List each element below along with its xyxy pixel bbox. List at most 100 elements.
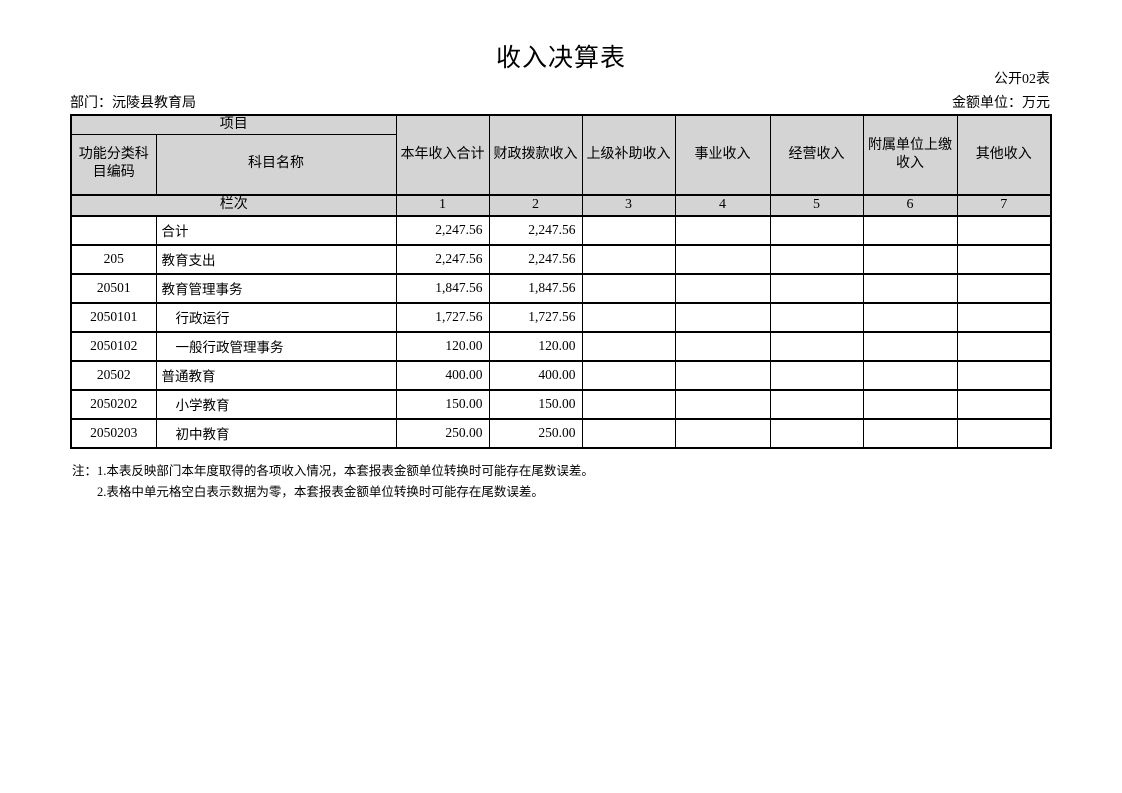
column-number: 1	[395, 193, 490, 217]
table-row: 合计 2,247.56 2,247.56	[70, 214, 1052, 246]
cell-amount: 2,247.56	[395, 214, 490, 246]
cell-amount: 1,727.56	[395, 301, 490, 333]
cell-amount: 120.00	[395, 330, 490, 362]
column-number: 4	[674, 193, 771, 217]
cell-amount	[674, 243, 771, 275]
cell-amount	[862, 301, 958, 333]
cell-amount	[862, 214, 958, 246]
cell-amount	[581, 301, 676, 333]
column-number: 7	[956, 193, 1052, 217]
footnotes: 注：1.本表反映部门本年度取得的各项收入情况，本套报表金额单位转换时可能存在尾数…	[72, 461, 1052, 503]
cell-amount	[956, 301, 1052, 333]
code-column-header: 功能分类科目编码	[70, 134, 157, 196]
value-column-header: 事业收入	[674, 114, 771, 196]
cell-amount	[956, 272, 1052, 304]
cell-amount: 400.00	[488, 359, 583, 391]
cell-amount	[674, 301, 771, 333]
value-column-header: 本年收入合计	[395, 114, 490, 196]
value-column-header: 经营收入	[769, 114, 864, 196]
income-table: 项目 本年收入合计 财政拨款收入 上级补助收入 事业收入 经营收入 附属单位上缴…	[70, 114, 1052, 449]
note-line: 2.表格中单元格空白表示数据为零，本套报表金额单位转换时可能存在尾数误差。	[97, 485, 544, 499]
table-row: 20501 教育管理事务 1,847.56 1,847.56	[70, 272, 1052, 304]
cell-function-code: 2050102	[70, 330, 157, 362]
value-column-header: 其他收入	[956, 114, 1052, 196]
cell-amount: 150.00	[488, 388, 583, 420]
cell-amount: 150.00	[395, 388, 490, 420]
cell-function-code: 2050202	[70, 388, 157, 420]
cell-subject-name: 普通教育	[155, 359, 397, 391]
table-row: 2050202 小学教育 150.00 150.00	[70, 388, 1052, 420]
cell-amount	[769, 330, 864, 362]
cell-function-code: 205	[70, 243, 157, 275]
cell-amount	[862, 359, 958, 391]
cell-amount	[956, 214, 1052, 246]
cell-function-code: 2050203	[70, 417, 157, 449]
cell-amount	[581, 417, 676, 449]
cell-subject-name: 行政运行	[155, 301, 397, 333]
cell-function-code: 20501	[70, 272, 157, 304]
cell-amount	[862, 330, 958, 362]
cell-amount	[769, 301, 864, 333]
name-column-header: 科目名称	[155, 134, 397, 196]
cell-subject-name: 教育支出	[155, 243, 397, 275]
column-number: 5	[769, 193, 864, 217]
column-number: 2	[488, 193, 583, 217]
value-column-header: 上级补助收入	[581, 114, 676, 196]
cell-amount	[674, 330, 771, 362]
cell-amount: 250.00	[395, 417, 490, 449]
cell-amount	[674, 214, 771, 246]
cell-amount	[581, 330, 676, 362]
table-row: 2050203 初中教育 250.00 250.00	[70, 417, 1052, 449]
project-header: 项目	[70, 114, 397, 136]
cell-amount: 250.00	[488, 417, 583, 449]
cell-amount	[769, 214, 864, 246]
cell-amount	[862, 417, 958, 449]
note-line: 注：1.本表反映部门本年度取得的各项收入情况，本套报表金额单位转换时可能存在尾数…	[72, 464, 594, 478]
cell-amount	[581, 359, 676, 391]
cell-function-code	[70, 214, 157, 246]
table-row: 20502 普通教育 400.00 400.00	[70, 359, 1052, 391]
cell-amount: 120.00	[488, 330, 583, 362]
column-number-row: 栏次 1 2 3 4 5 6 7	[70, 193, 1052, 217]
cell-amount	[674, 417, 771, 449]
cell-subject-name: 一般行政管理事务	[155, 330, 397, 362]
cell-amount	[956, 359, 1052, 391]
cell-amount	[581, 272, 676, 304]
cell-amount	[956, 388, 1052, 420]
cell-amount	[674, 388, 771, 420]
cell-function-code: 2050101	[70, 301, 157, 333]
cell-subject-name: 教育管理事务	[155, 272, 397, 304]
cell-amount	[862, 243, 958, 275]
cell-amount	[769, 272, 864, 304]
cell-amount	[769, 359, 864, 391]
cell-amount: 2,247.56	[488, 243, 583, 275]
value-column-header: 财政拨款收入	[488, 114, 583, 196]
table-row: 205 教育支出 2,247.56 2,247.56	[70, 243, 1052, 275]
value-column-header: 附属单位上缴收入	[862, 114, 958, 196]
cell-amount: 400.00	[395, 359, 490, 391]
cell-amount	[769, 417, 864, 449]
column-number-label: 栏次	[70, 193, 397, 217]
cell-amount	[581, 388, 676, 420]
cell-amount	[862, 388, 958, 420]
cell-amount: 1,847.56	[395, 272, 490, 304]
column-number: 6	[862, 193, 958, 217]
cell-amount	[956, 243, 1052, 275]
cell-amount	[674, 359, 771, 391]
table-row: 2050101 行政运行 1,727.56 1,727.56	[70, 301, 1052, 333]
cell-amount: 2,247.56	[488, 214, 583, 246]
header-row-project: 项目 本年收入合计 财政拨款收入 上级补助收入 事业收入 经营收入 附属单位上缴…	[70, 114, 1052, 196]
cell-amount	[581, 214, 676, 246]
table-row: 2050102 一般行政管理事务 120.00 120.00	[70, 330, 1052, 362]
cell-amount	[674, 272, 771, 304]
cell-amount	[956, 417, 1052, 449]
unit-label: 金额单位：万元	[952, 96, 1050, 111]
cell-function-code: 20502	[70, 359, 157, 391]
cell-amount: 2,247.56	[395, 243, 490, 275]
cell-subject-name: 小学教育	[155, 388, 397, 420]
cell-amount	[769, 388, 864, 420]
cell-amount	[769, 243, 864, 275]
cell-amount: 1,847.56	[488, 272, 583, 304]
cell-amount	[581, 243, 676, 275]
